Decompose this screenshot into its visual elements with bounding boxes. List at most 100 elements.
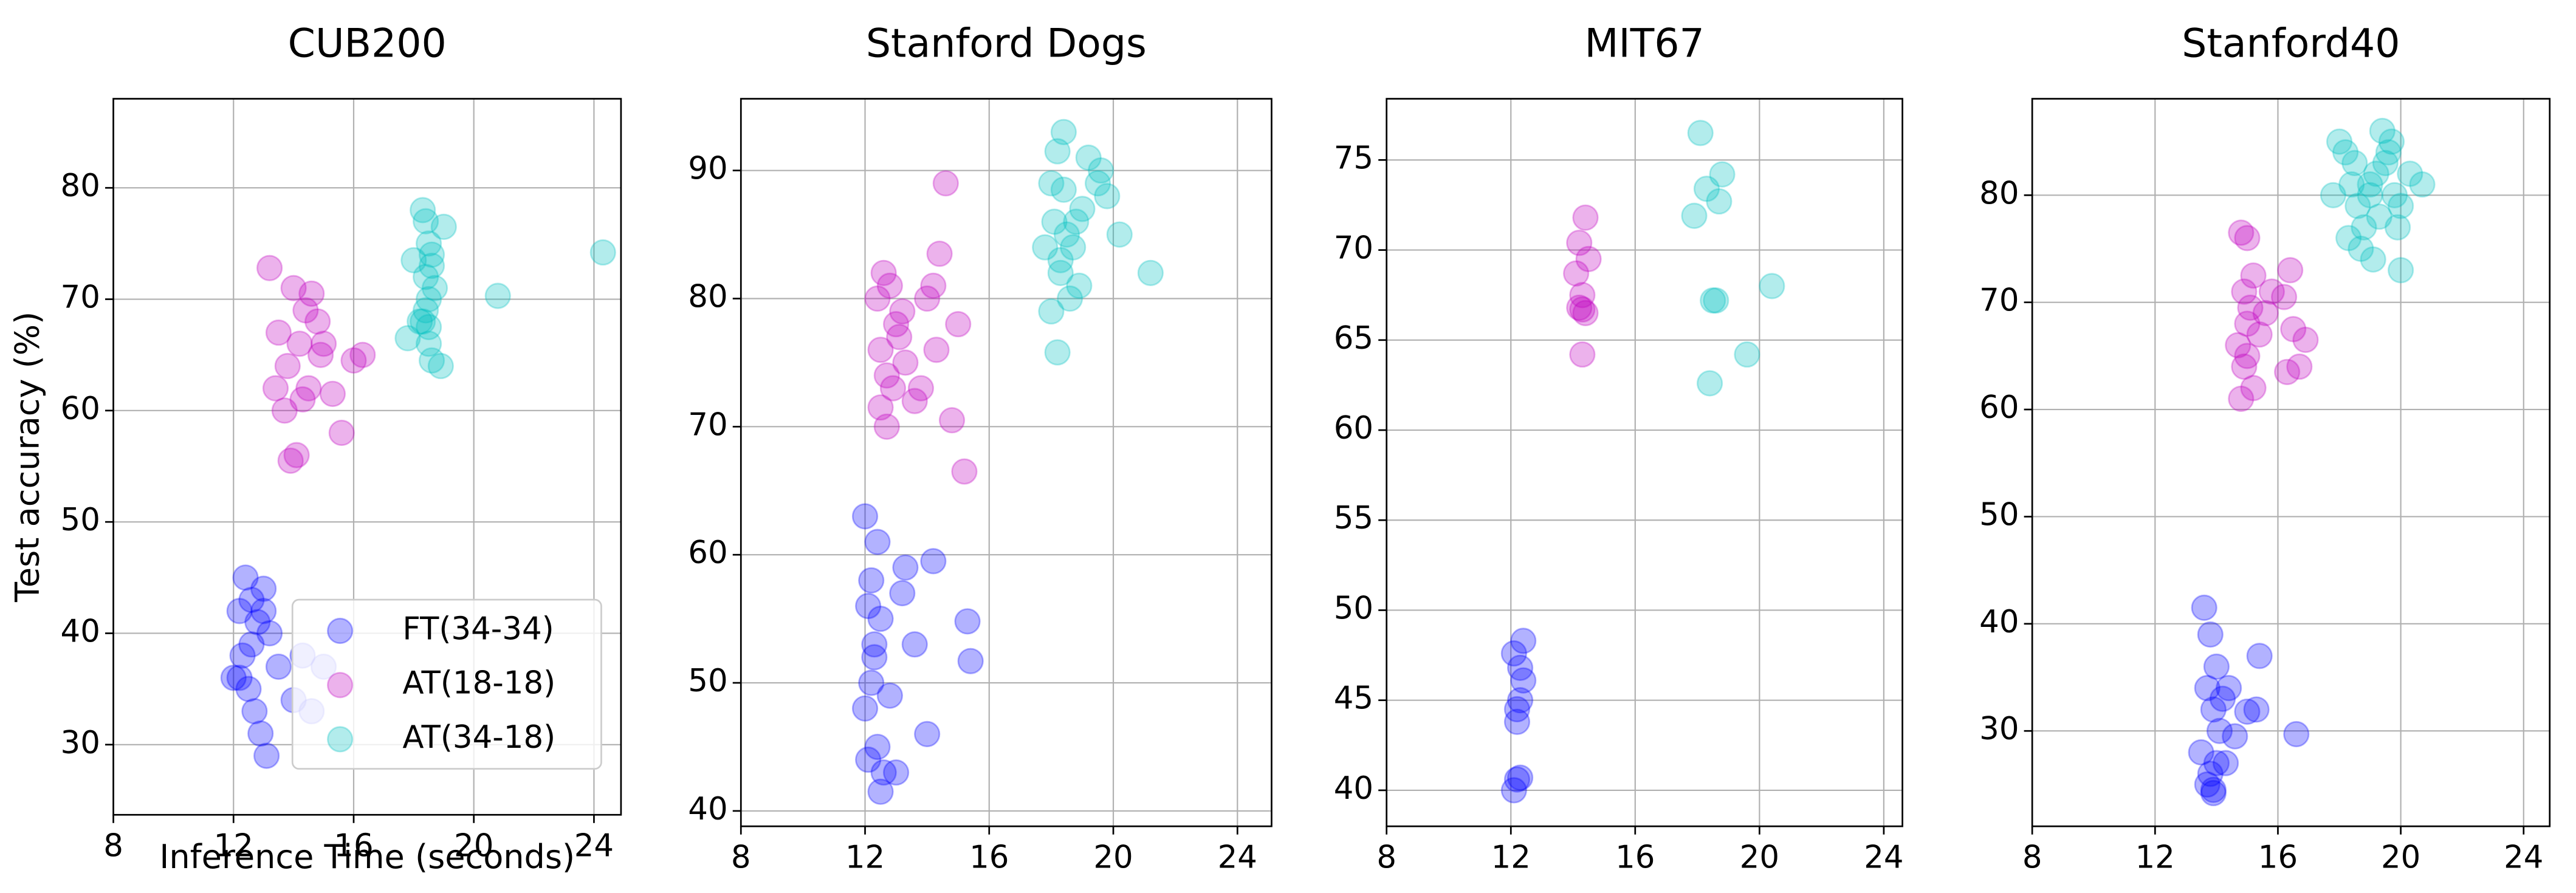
point: [954, 608, 981, 635]
x-tick-label: 24: [1218, 839, 1257, 875]
point: [2194, 771, 2221, 798]
x-tick-label: 16: [334, 827, 373, 864]
point: [2246, 643, 2273, 669]
point: [256, 255, 283, 281]
point: [2237, 294, 2264, 321]
point: [235, 676, 262, 702]
subplot: 8 12 16 20 24 30 40 50 60 70 80 Stanford40: [1979, 21, 2551, 875]
point: [1687, 120, 1714, 146]
point: [1563, 260, 1590, 287]
point: [867, 337, 894, 363]
y-tick-label: 50: [1979, 496, 2019, 533]
point: [415, 286, 442, 313]
point: [2231, 278, 2258, 305]
point: [920, 548, 947, 575]
point: [901, 631, 928, 658]
point: [1572, 299, 1599, 326]
x-tick-label: 24: [1864, 839, 1903, 875]
point: [2369, 117, 2396, 145]
point: [873, 413, 900, 440]
point: [1137, 259, 1164, 286]
x-tick-label: 8: [1376, 839, 1396, 875]
point: [265, 653, 292, 680]
x-axis-label: Inference Time (seconds): [159, 838, 575, 876]
x-tick-label: 24: [574, 827, 614, 864]
x-tick-label: 20: [1740, 839, 1779, 875]
legend-marker: [326, 672, 354, 699]
point: [864, 285, 891, 312]
point: [286, 330, 313, 357]
point: [2200, 696, 2227, 723]
y-tick-label: 80: [688, 278, 727, 315]
point: [1703, 287, 1729, 314]
point: [901, 388, 928, 414]
y-tick-label: 65: [1334, 320, 1373, 357]
point: [858, 567, 885, 594]
point: [1706, 188, 1733, 215]
point: [2231, 353, 2258, 380]
y-tick-label: 55: [1334, 500, 1373, 536]
point: [2215, 675, 2242, 702]
point: [427, 352, 454, 380]
y-tick-label: 50: [688, 663, 727, 699]
point: [858, 669, 885, 696]
point: [2274, 358, 2301, 385]
y-tick-label: 30: [1979, 711, 2019, 747]
point: [870, 259, 897, 286]
x-tick-label: 12: [1491, 839, 1531, 875]
point: [2381, 182, 2408, 208]
point: [2357, 171, 2383, 198]
point: [418, 252, 445, 279]
point: [945, 311, 972, 338]
point: [1066, 272, 1093, 299]
point: [412, 208, 439, 234]
legend: FT(34-34) AT(18-18) AT(34-18): [291, 598, 602, 770]
point: [247, 720, 274, 747]
subplot-title: Stanford Dogs: [866, 21, 1147, 67]
point: [1506, 764, 1534, 791]
point: [1060, 234, 1087, 261]
point: [2409, 171, 2436, 198]
point: [1500, 777, 1527, 804]
point: [253, 742, 280, 769]
point: [412, 297, 439, 324]
point: [2203, 653, 2230, 680]
y-tick-label: 75: [1334, 140, 1373, 176]
point: [2206, 717, 2233, 744]
x-tick-label: 8: [731, 839, 751, 875]
point: [851, 503, 879, 530]
subplot-title: CUB200: [288, 21, 447, 67]
point: [867, 605, 894, 632]
point: [2197, 621, 2224, 648]
point: [886, 324, 913, 351]
point: [1693, 176, 1720, 202]
point: [854, 746, 882, 773]
point: [2270, 284, 2298, 310]
point: [1041, 208, 1068, 235]
point: [876, 272, 903, 299]
point: [923, 337, 950, 363]
y-tick-label: 60: [1979, 389, 2019, 426]
point: [418, 241, 445, 268]
point: [241, 698, 268, 725]
point: [2243, 696, 2270, 723]
y-tick-label: 50: [1334, 590, 1373, 626]
point: [889, 298, 916, 325]
point: [421, 275, 448, 301]
point: [238, 586, 265, 614]
y-tick-label: 80: [1979, 175, 2019, 211]
y-tick-label: 40: [1334, 770, 1373, 807]
point: [410, 197, 436, 224]
axes-frame: [1386, 98, 1903, 827]
point: [415, 330, 442, 357]
point: [238, 631, 265, 658]
y-tick-label: 60: [61, 391, 100, 427]
point: [400, 247, 427, 274]
point: [349, 341, 376, 368]
point: [882, 759, 910, 786]
point: [2277, 257, 2304, 284]
point: [1503, 766, 1531, 793]
point: [310, 330, 337, 357]
y-tick-label: 60: [1334, 410, 1373, 446]
point: [1084, 170, 1111, 197]
